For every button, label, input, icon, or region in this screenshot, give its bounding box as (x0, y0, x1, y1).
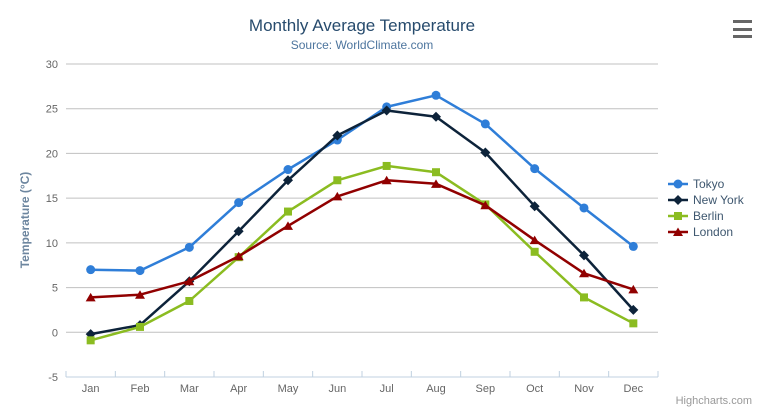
data-point-london[interactable] (283, 221, 293, 230)
hamburger-icon (733, 20, 752, 23)
y-axis-label: -5 (48, 372, 58, 384)
legend-marker-diamond-icon (668, 195, 688, 205)
data-point-tokyo[interactable] (628, 241, 638, 251)
data-point-new-york[interactable] (381, 105, 392, 116)
x-axis-label: May (278, 383, 299, 395)
y-axis-label: 20 (46, 148, 58, 160)
y-axis-label: 5 (52, 283, 58, 295)
data-point-london[interactable] (233, 251, 244, 261)
data-point-berlin[interactable] (629, 319, 638, 328)
legend-item-london[interactable]: London (668, 224, 744, 240)
data-point-new-york[interactable] (579, 250, 589, 261)
data-point-tokyo[interactable] (579, 203, 589, 213)
series-line-new-york[interactable] (89, 109, 635, 336)
hamburger-icon (733, 27, 752, 31)
y-axis-label: 15 (46, 193, 58, 205)
data-point-london[interactable] (529, 235, 540, 245)
x-axis-label: Jun (328, 383, 346, 395)
x-axis-label: Mar (180, 383, 199, 395)
data-point-london[interactable] (381, 175, 392, 185)
data-point-london[interactable] (85, 292, 96, 302)
data-point-tokyo[interactable] (86, 265, 96, 275)
data-point-berlin[interactable] (382, 161, 391, 170)
data-point-tokyo[interactable] (530, 164, 540, 174)
data-point-berlin[interactable] (185, 296, 194, 305)
y-axis-label: 0 (52, 327, 58, 339)
hamburger-icon (733, 35, 752, 38)
data-point-new-york[interactable] (480, 147, 491, 158)
legend-marker-berlin (674, 212, 682, 220)
legend-marker-london (673, 227, 683, 236)
legend-label-tokyo: Tokyo (693, 177, 725, 191)
legend-marker-square-icon (668, 212, 688, 220)
legend-item-tokyo[interactable]: Tokyo (668, 176, 744, 192)
data-point-london[interactable] (431, 179, 441, 188)
legend: Tokyo New York Berlin London (668, 176, 744, 240)
legend-marker-new-york (673, 195, 683, 205)
data-point-tokyo[interactable] (283, 165, 293, 175)
series-line-berlin[interactable] (89, 164, 635, 342)
data-point-tokyo[interactable] (480, 119, 490, 129)
x-axis-label: Aug (426, 383, 446, 395)
data-point-berlin[interactable] (86, 336, 95, 345)
legend-marker-tokyo (673, 179, 683, 189)
legend-item-new-york[interactable]: New York (668, 192, 744, 208)
hamburger-menu-button[interactable] (731, 19, 755, 39)
highcharts-credit[interactable]: Highcharts.com (675, 395, 752, 407)
data-point-london[interactable] (628, 284, 639, 294)
series-line-tokyo[interactable] (89, 94, 635, 272)
x-axis-label: Feb (131, 383, 150, 395)
data-point-berlin[interactable] (136, 322, 144, 331)
data-point-london[interactable] (184, 276, 195, 286)
y-axis-label: 25 (46, 104, 58, 116)
x-axis-label: Sep (476, 383, 496, 395)
legend-marker-circle-icon (668, 179, 688, 189)
data-point-new-york[interactable] (628, 304, 639, 315)
data-point-tokyo[interactable] (431, 90, 441, 100)
data-point-london[interactable] (332, 191, 343, 201)
data-point-new-york[interactable] (283, 175, 293, 186)
data-point-london[interactable] (135, 290, 145, 299)
x-axis-label: Jul (380, 383, 394, 395)
data-point-tokyo[interactable] (184, 242, 194, 252)
legend-item-berlin[interactable]: Berlin (668, 208, 744, 224)
x-axis-label: Oct (526, 383, 543, 395)
data-point-new-york[interactable] (529, 201, 540, 212)
legend-label-london: London (693, 225, 734, 239)
data-point-tokyo[interactable] (135, 266, 145, 276)
x-axis-label: Apr (230, 383, 247, 395)
data-point-new-york[interactable] (431, 111, 441, 122)
y-axis-label: 10 (46, 238, 58, 250)
data-point-berlin[interactable] (432, 168, 440, 177)
data-point-berlin[interactable] (580, 293, 588, 302)
x-axis-label: Dec (624, 383, 644, 395)
data-point-tokyo[interactable] (234, 198, 244, 208)
data-point-berlin[interactable] (333, 176, 342, 185)
data-point-new-york[interactable] (233, 226, 244, 237)
data-point-berlin[interactable] (284, 207, 292, 216)
chart-title: Monthly Average Temperature (248, 16, 476, 35)
legend-label-berlin: Berlin (693, 209, 724, 223)
y-axis-label: 30 (46, 59, 58, 71)
x-axis-label: Nov (574, 383, 594, 395)
data-point-berlin[interactable] (530, 247, 539, 256)
legend-marker-triangle-icon (668, 227, 688, 236)
x-axis-label: Jan (82, 383, 100, 395)
legend-label-new-york: New York (693, 193, 744, 207)
series-line-london[interactable] (89, 179, 635, 299)
data-point-new-york[interactable] (332, 130, 343, 141)
data-point-london[interactable] (480, 200, 491, 210)
data-point-london[interactable] (579, 268, 589, 278)
chart-subtitle: Source: WorldClimate.com (290, 38, 434, 52)
